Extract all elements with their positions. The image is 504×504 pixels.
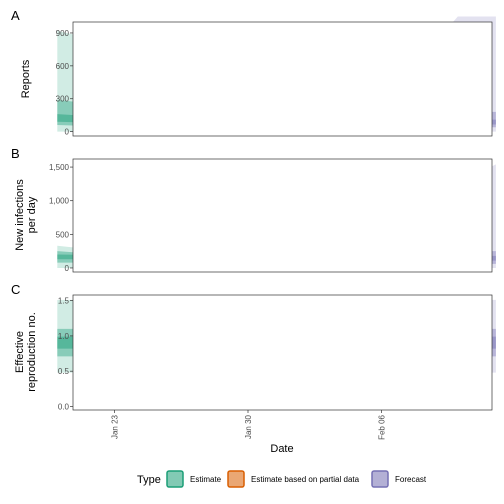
y-tick-label: 0.5 xyxy=(58,367,70,376)
legend-item-label: Forecast xyxy=(395,475,427,484)
y-axis-title: New infectionsper day xyxy=(14,179,38,251)
y-tick-label: 300 xyxy=(56,95,70,104)
panel-border xyxy=(72,158,493,273)
y-axis-title: Effectivereproduction no. xyxy=(14,312,38,392)
panel-tag-A: A xyxy=(11,8,20,23)
x-tick-label: Jan 23 xyxy=(111,414,120,439)
legend-item-label: Estimate xyxy=(190,475,222,484)
legend-keys: Estimate Estimate based on partial data Fo… xyxy=(166,470,427,488)
panel-tag-C: C xyxy=(11,282,20,297)
legend-key-swatch xyxy=(166,470,184,488)
y-axis-title-line: Effective xyxy=(14,331,26,373)
x-axis: Jan 23 Jan 30 Feb 06 xyxy=(111,410,387,440)
legend-item: Estimate xyxy=(166,470,222,488)
x-axis-title: Date xyxy=(270,443,293,455)
y-tick-label: 0 xyxy=(65,128,70,137)
y-tick-label: 600 xyxy=(56,62,70,71)
x-tick-label: Feb 06 xyxy=(378,414,387,439)
y-tick-label: 0.0 xyxy=(58,402,70,411)
y-tick-label: 1.0 xyxy=(58,332,70,341)
panel-border xyxy=(72,21,493,137)
y-tick-label: 1.5 xyxy=(58,297,70,306)
y-tick-label: 500 xyxy=(56,230,70,239)
y-axis-title-line: Reports xyxy=(20,59,32,98)
x-tick-label: Jan 30 xyxy=(244,414,253,439)
y-axis-title-line: reproduction no. xyxy=(26,312,38,392)
panel-C: 0.0 0.5 1.0 1.5 C Effectivereproduction no. xyxy=(11,282,496,411)
y-tick-label: 1,500 xyxy=(49,163,70,172)
legend: Type Estimate Estimate based on partial d… xyxy=(137,470,427,488)
panel-A: 0 300 600 900 A Reports xyxy=(11,8,496,137)
panel-tag-B: B xyxy=(11,146,20,161)
panel-border xyxy=(72,294,493,411)
y-tick-label: 1,000 xyxy=(49,197,70,206)
y-axis-title-line: New infections xyxy=(14,179,26,251)
legend-key-swatch xyxy=(227,470,245,488)
panels-layer: 0 300 600 900 A Reports 0 500 1,000 1,500 B New inf… xyxy=(11,8,496,411)
y-axis-title: Reports xyxy=(20,59,32,98)
legend-item: Estimate based on partial data xyxy=(227,470,360,488)
y-tick-label: 900 xyxy=(56,29,70,38)
legend-key-swatch xyxy=(371,470,389,488)
panel-B: 0 500 1,000 1,500 B New infectionsper day xyxy=(11,146,496,273)
legend-item-label: Estimate based on partial data xyxy=(251,475,360,484)
legend-title: Type xyxy=(137,474,161,486)
y-tick-label: 0 xyxy=(65,264,70,273)
legend-item: Forecast xyxy=(371,470,427,488)
y-axis-title-line: per day xyxy=(26,196,38,233)
